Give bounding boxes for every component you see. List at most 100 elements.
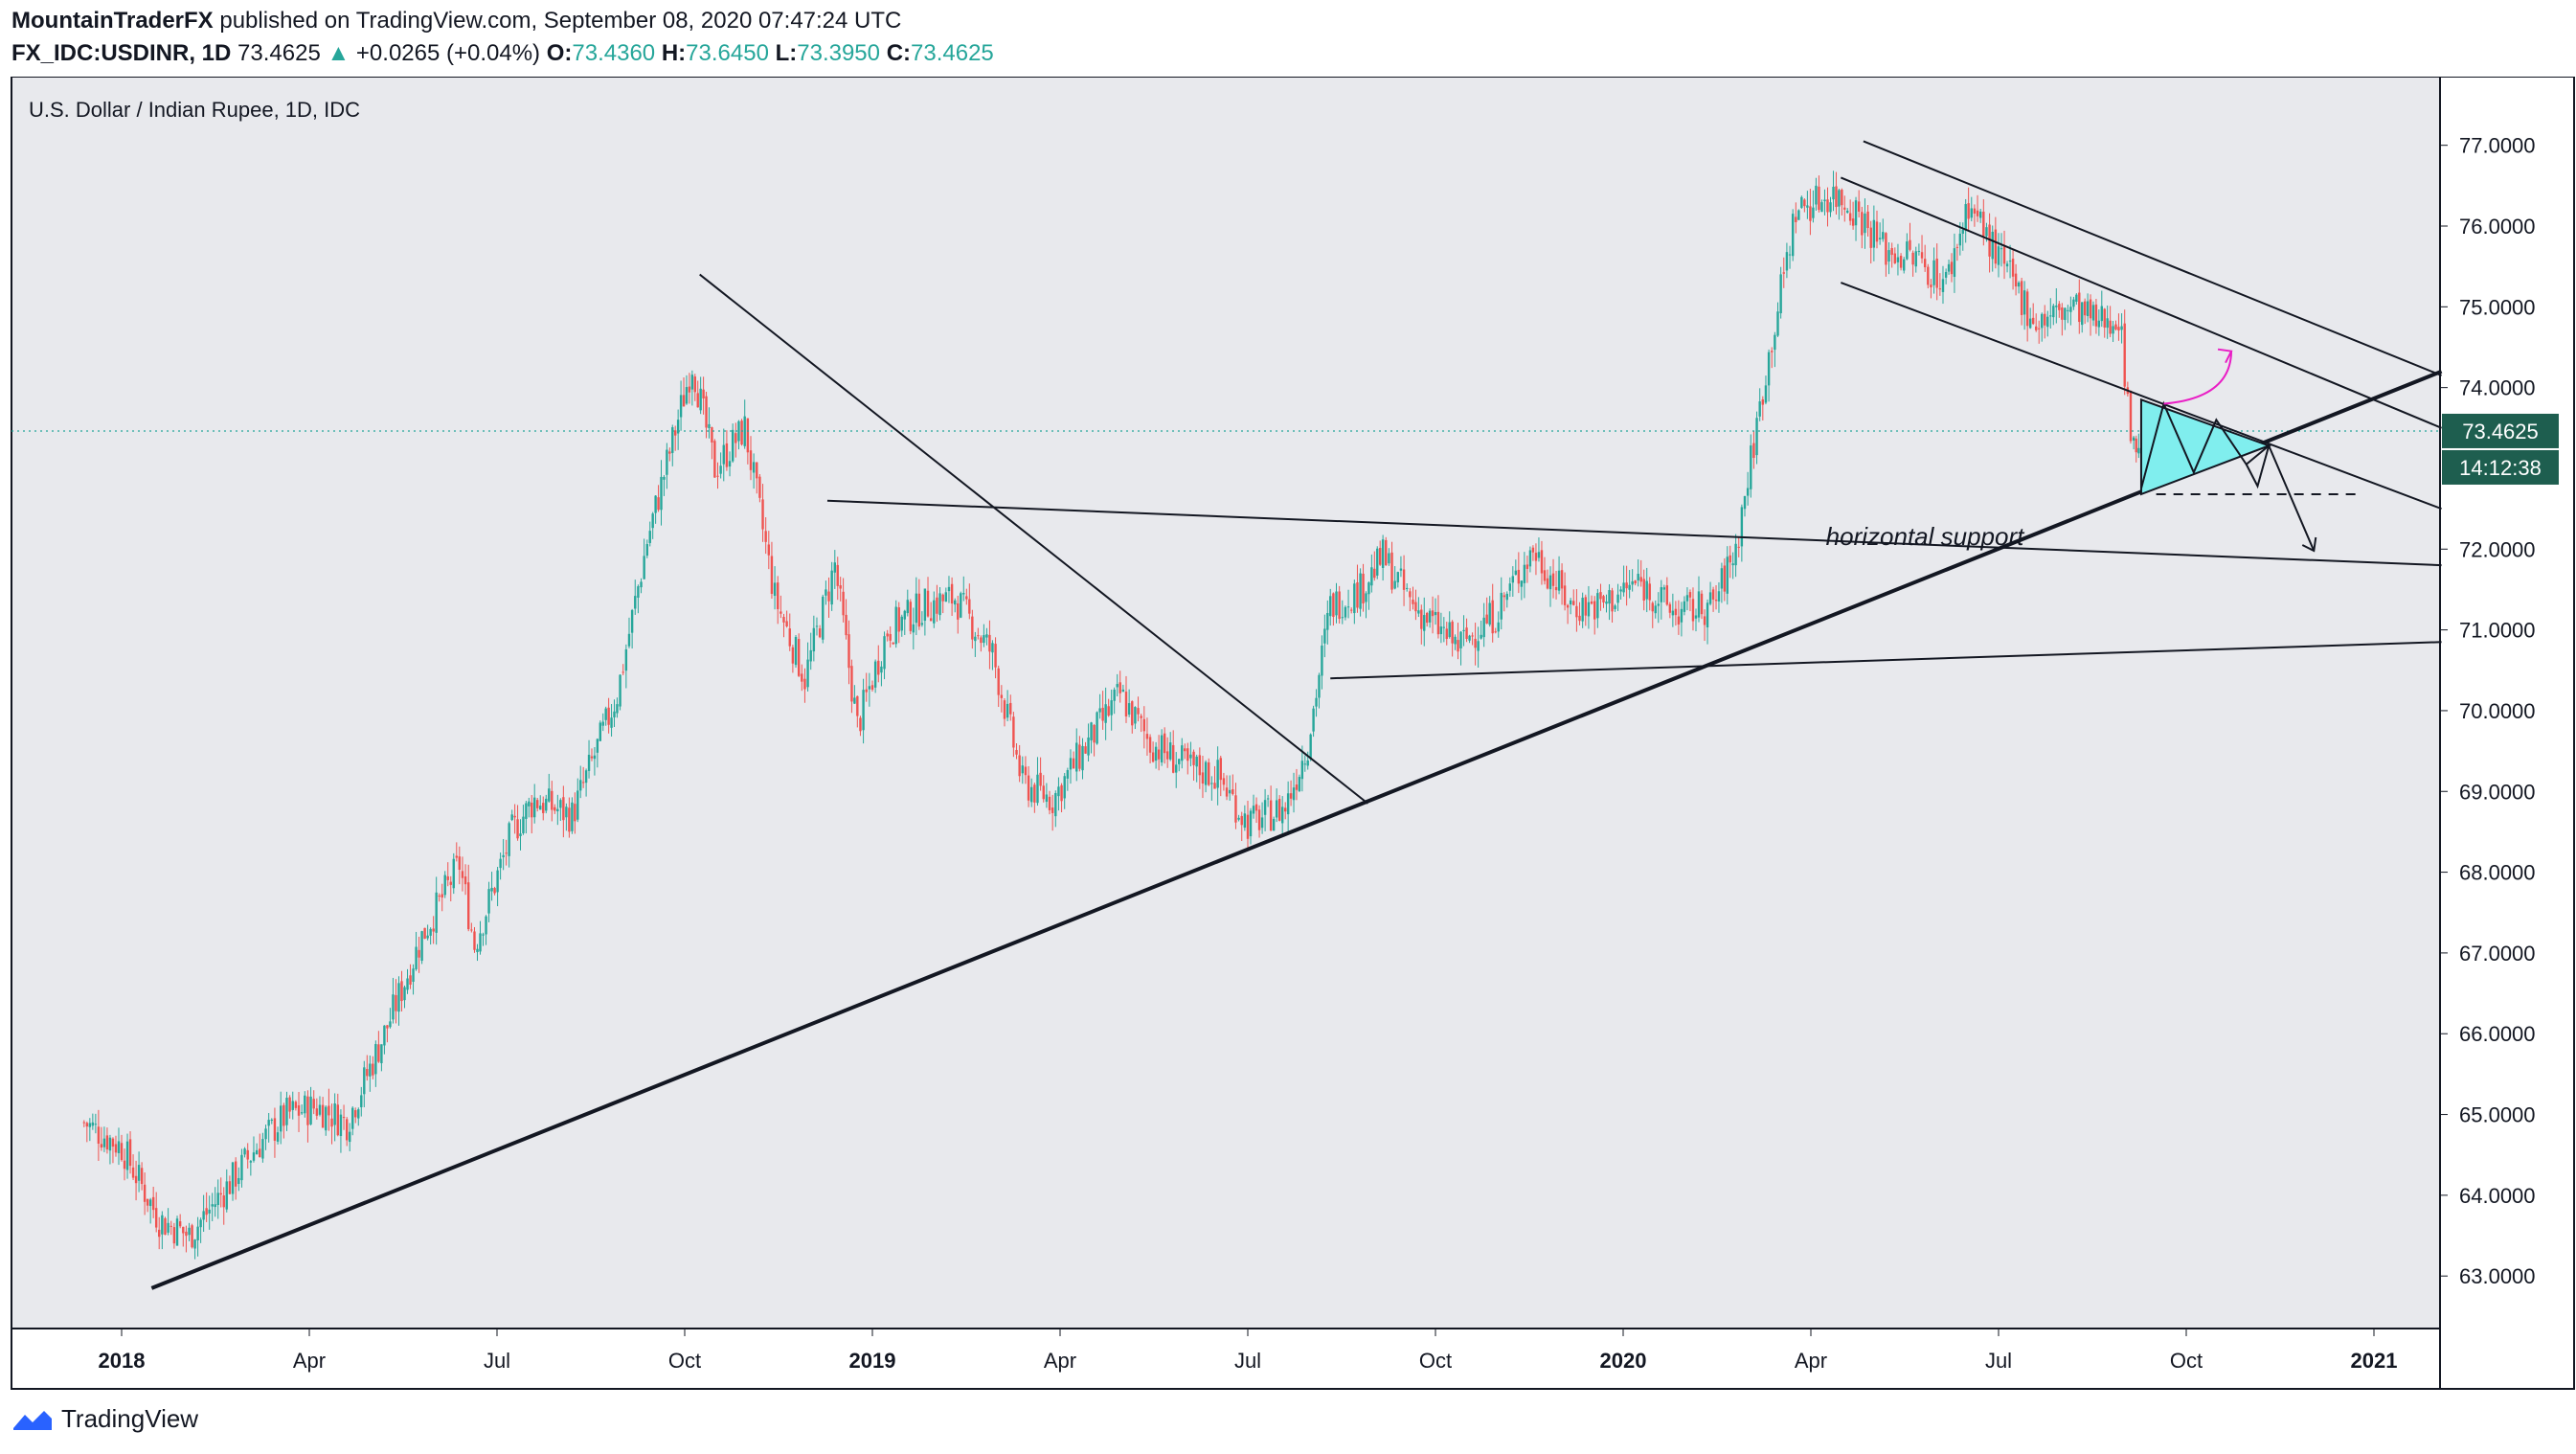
candle-body xyxy=(1648,583,1651,601)
candle-body xyxy=(1198,755,1202,776)
candle-body xyxy=(1774,334,1776,351)
candle-body xyxy=(114,1144,118,1153)
candle-body xyxy=(1688,592,1692,598)
candle-body xyxy=(2067,309,2069,311)
candle-body xyxy=(1063,776,1066,799)
candle-body xyxy=(1292,787,1296,801)
candle-body xyxy=(386,1025,389,1029)
candle-body xyxy=(1289,793,1293,799)
candle-body xyxy=(82,1122,85,1124)
long-trendline[interactable] xyxy=(150,369,2443,1290)
candle-body xyxy=(562,797,565,821)
candle-body xyxy=(2117,327,2120,331)
candle-body xyxy=(2035,326,2038,330)
candle-body xyxy=(1195,756,1198,767)
descending-trendline[interactable] xyxy=(699,273,1369,805)
candle-body xyxy=(516,819,519,839)
candle-body xyxy=(1101,707,1104,721)
candle-body xyxy=(2081,302,2084,326)
candle-body xyxy=(328,1105,330,1116)
candle-body xyxy=(1033,784,1036,803)
candle-body xyxy=(1165,751,1169,760)
candle-body xyxy=(965,596,968,600)
candle-body xyxy=(822,596,825,640)
price-chart[interactable]: U.S. Dollar / Indian Rupee, 1D, IDC hori… xyxy=(0,77,2576,1398)
candle-body xyxy=(1674,608,1678,616)
candle-body xyxy=(432,928,435,932)
candle-body xyxy=(100,1144,103,1148)
resistance-line[interactable] xyxy=(826,499,2442,567)
candle-body xyxy=(1412,600,1414,604)
candle-body xyxy=(2132,437,2135,441)
candle-body xyxy=(1488,602,1491,625)
candle-body xyxy=(1608,590,1611,604)
candle-body xyxy=(590,756,594,759)
candle-body xyxy=(674,430,677,436)
candle-body xyxy=(593,755,597,760)
time-axis[interactable] xyxy=(11,1328,2441,1390)
candle-body xyxy=(199,1219,202,1228)
candle-body xyxy=(102,1138,106,1147)
candle-body xyxy=(1113,689,1116,701)
candle-body xyxy=(1758,401,1761,417)
candle-body xyxy=(333,1103,336,1125)
candle-body xyxy=(957,602,960,620)
candle-body xyxy=(915,593,918,624)
candle-body xyxy=(400,981,403,1002)
tradingview-logo[interactable]: TradingView xyxy=(11,1404,198,1434)
candle-body xyxy=(1614,605,1616,609)
candle-body xyxy=(933,600,936,624)
price-tags: 73.4625 14:12:38 xyxy=(2442,413,2559,485)
candle-body xyxy=(1003,700,1006,719)
candle-body xyxy=(853,697,856,704)
candle-body xyxy=(528,801,531,807)
candle-body xyxy=(1249,810,1253,837)
candle-body xyxy=(839,585,842,589)
candle-body xyxy=(1213,783,1216,789)
candle-body xyxy=(1584,597,1587,616)
plot-area[interactable] xyxy=(11,77,2441,1329)
candle-body xyxy=(372,1063,374,1076)
candle-body xyxy=(1072,758,1075,769)
candle-body xyxy=(551,790,554,810)
candle-body xyxy=(426,935,429,939)
candle-body xyxy=(785,621,788,626)
candle-body xyxy=(282,1104,285,1126)
candle-body xyxy=(1210,783,1213,784)
candle-body xyxy=(1151,752,1155,762)
candle-body xyxy=(1791,214,1795,257)
candle-body xyxy=(1823,199,1826,202)
candle-body xyxy=(2064,307,2067,321)
candle-body xyxy=(960,593,962,618)
candle-body xyxy=(1851,218,1855,226)
up-triangle-icon: ▲ xyxy=(327,40,350,66)
drawings-layer[interactable]: horizontal support xyxy=(11,140,2443,1290)
candle-body xyxy=(1746,488,1750,496)
support-line[interactable] xyxy=(1330,641,2442,680)
candle-body xyxy=(1018,755,1021,777)
candle-body xyxy=(108,1137,112,1151)
candle-body xyxy=(443,875,446,896)
y-tick-label: 68.0000 xyxy=(2459,861,2536,885)
channel-bottom-line[interactable] xyxy=(1841,282,2442,511)
channel-middle-line[interactable] xyxy=(1840,176,2442,429)
candle-body xyxy=(185,1231,188,1237)
candle-body xyxy=(1885,233,1887,265)
candle-body xyxy=(1668,603,1672,613)
candle-body xyxy=(929,618,933,622)
symbol-label[interactable]: FX_IDC:USDINR, 1D xyxy=(11,40,232,66)
price-axis[interactable] xyxy=(2439,77,2575,1390)
candle-body xyxy=(261,1139,264,1159)
candle-body xyxy=(947,586,951,592)
candle-body xyxy=(1729,555,1731,563)
candle-body xyxy=(1893,253,1897,263)
candle-body xyxy=(1104,704,1107,723)
candle-body xyxy=(809,649,812,662)
publisher-name[interactable]: MountainTraderFX xyxy=(11,8,214,34)
candle-body xyxy=(1909,239,1911,250)
channel-top-line[interactable] xyxy=(1863,140,2442,376)
candle-body xyxy=(1454,636,1457,645)
candle-body xyxy=(418,949,420,958)
candle-body xyxy=(1081,745,1084,771)
candle-body xyxy=(657,497,660,511)
